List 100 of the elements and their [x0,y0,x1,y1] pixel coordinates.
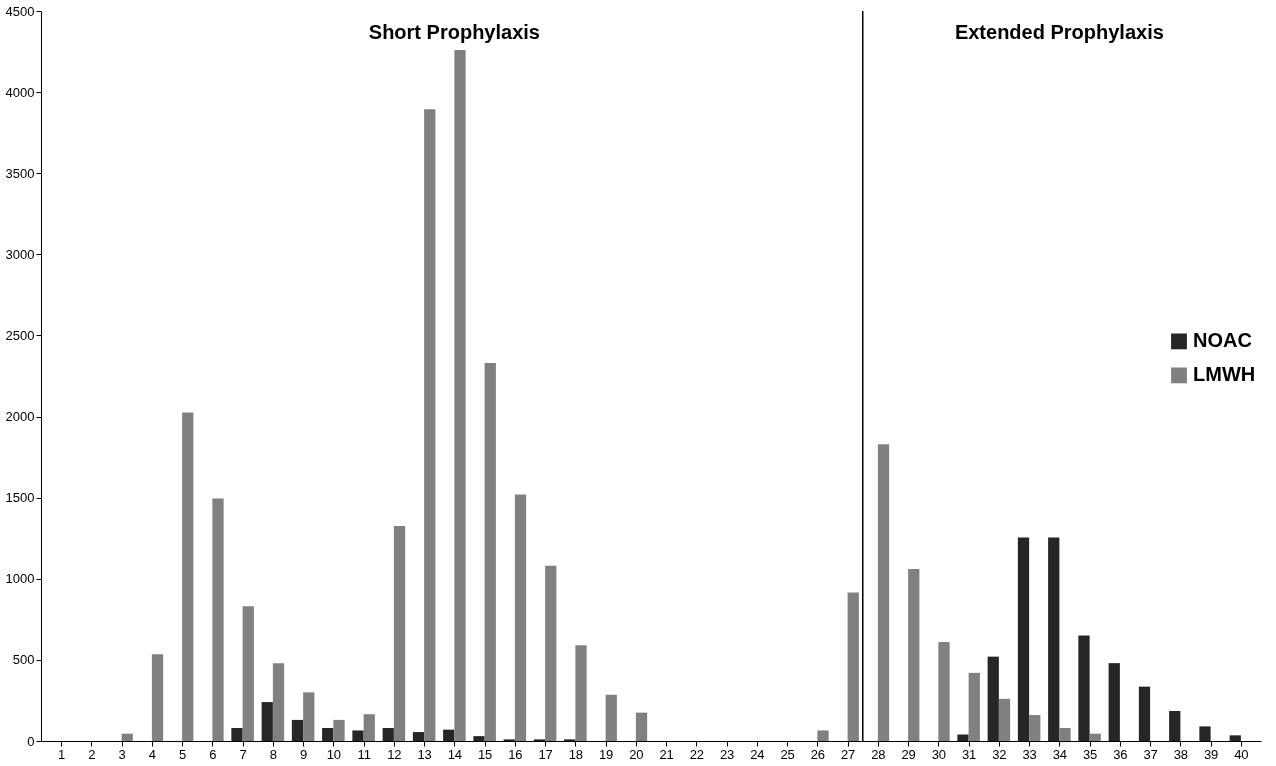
bar [817,730,829,741]
x-tick-label: 34 [1052,746,1068,762]
x-tick-label: 23 [719,746,735,762]
bar [1108,663,1120,741]
bar [333,719,345,741]
bar [957,734,969,741]
bar [303,692,315,741]
x-tick-label: 38 [1173,746,1189,762]
bar [382,728,394,741]
bar [545,565,557,741]
x-tick-label: 14 [447,746,463,762]
x-tick-label: 31 [961,746,977,762]
bar [908,569,920,741]
y-tick-label: 0 [27,733,35,749]
bar [412,732,425,741]
bar [877,444,890,741]
bar [635,712,648,741]
bar [1199,726,1211,741]
bar [987,656,999,741]
bar [454,49,466,741]
x-tick-label: 26 [810,746,826,762]
bar [272,663,285,741]
x-tick-label: 22 [689,746,705,762]
x-tick-label: 35 [1082,746,1098,762]
annotation: Short Prophylaxis [368,21,540,43]
x-tick-label: 18 [568,746,584,762]
y-tick-label: 2500 [5,327,35,343]
x-tick-label: 33 [1022,746,1037,762]
bar [424,109,436,741]
y-tick-label: 3500 [5,165,35,181]
bar [1048,537,1060,741]
x-tick-label: 39 [1203,746,1219,762]
x-tick-label: 28 [871,746,886,762]
y-tick-label: 4000 [5,84,35,100]
bar [291,719,304,741]
y-tick-label: 500 [12,652,35,668]
x-tick-label: 15 [477,746,493,762]
bar [1169,710,1181,741]
x-tick-label: 21 [659,746,674,762]
bar [1229,735,1241,741]
x-tick-label: 30 [931,746,947,762]
bar [968,672,980,741]
bar [1059,728,1071,741]
bar [514,494,527,741]
x-tick-label: 4 [148,746,156,762]
bar [605,694,617,741]
bar [575,645,587,741]
bar [151,654,164,741]
annotation: Extended Prophylaxis [954,21,1164,43]
x-tick-label: 13 [417,746,432,762]
bar [443,729,455,741]
bar [242,606,254,741]
x-tick-label: 1 [58,746,66,762]
y-tick-label: 1500 [5,490,35,506]
bar [1029,715,1041,741]
bar [212,498,224,741]
bar [473,736,485,741]
bar [393,526,406,741]
bar [121,733,133,741]
x-tick-label: 7 [239,746,247,762]
x-tick-label: 40 [1234,746,1249,762]
x-tick-label: 2 [88,746,96,762]
x-tick-label: 25 [780,746,795,762]
bar [1078,635,1090,741]
x-tick-label: 6 [209,746,217,762]
y-tick-label: 1000 [5,571,35,587]
legend-label: NOAC [1193,329,1252,352]
x-tick-label: 29 [901,746,916,762]
y-tick-label: 3000 [5,246,35,262]
bar [363,714,375,741]
bar [998,698,1011,741]
x-tick-label: 5 [179,746,187,762]
x-tick-label: 27 [840,746,856,762]
bar [1017,537,1030,741]
x-tick-label: 24 [750,746,765,762]
bar [182,412,194,741]
x-tick-label: 20 [629,746,644,762]
bar [938,642,950,741]
bar [484,363,496,741]
x-tick-label: 3 [118,746,126,762]
legend-label: LMWH [1193,363,1256,386]
bar [322,728,334,741]
bar [847,592,859,741]
x-tick-label: 8 [269,746,277,762]
x-tick-label: 17 [538,746,553,762]
x-tick-label: 9 [300,746,308,762]
x-tick-label: 10 [326,746,342,762]
x-tick-label: 32 [992,746,1007,762]
bar [352,730,364,741]
y-tick-label: 4500 [5,3,35,19]
x-tick-label: 19 [598,746,614,762]
bar [231,728,243,741]
x-tick-label: 36 [1113,746,1128,762]
x-tick-label: 11 [357,746,371,762]
y-tick-label: 2000 [5,409,35,425]
x-tick-label: 37 [1143,746,1158,762]
x-tick-label: 16 [508,746,523,762]
bar [1138,686,1151,741]
bar [1089,733,1101,741]
x-tick-label: 12 [387,746,402,762]
